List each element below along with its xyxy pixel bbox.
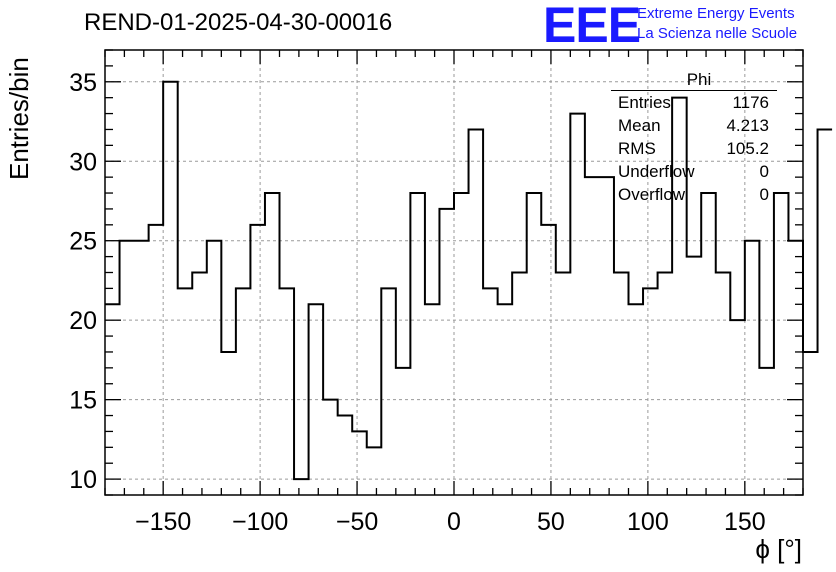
x-tick-label: 150 xyxy=(724,508,766,536)
histogram-bin xyxy=(774,193,789,495)
histogram-bin xyxy=(265,193,280,495)
histogram-bin xyxy=(280,288,295,495)
histogram-bin xyxy=(163,82,178,495)
y-tick-label: 10 xyxy=(69,466,97,494)
stats-title: Phi xyxy=(611,70,777,91)
histogram-bin xyxy=(367,447,382,495)
stats-label: Mean xyxy=(618,116,661,135)
histogram-bin xyxy=(687,257,702,495)
y-tick-label: 30 xyxy=(69,148,97,176)
y-tick-label: 15 xyxy=(69,387,97,415)
histogram-bin xyxy=(396,368,411,495)
histogram-bin xyxy=(323,400,338,495)
logo-line-1: Extreme Energy Events xyxy=(637,5,795,22)
histogram-bin xyxy=(818,129,833,495)
histogram-bin xyxy=(469,129,484,495)
stats-label: Overflow xyxy=(618,185,686,204)
stats-value: 0 xyxy=(759,162,769,181)
stats-value: 4.213 xyxy=(726,116,769,135)
axes: −150 −100 −50 0 50 100 150 10 15 20 25 30 35 xyxy=(69,49,804,536)
x-tick-label: −150 xyxy=(135,508,191,536)
histogram-bin xyxy=(439,209,454,495)
histogram-bin xyxy=(483,288,498,495)
histogram-bin xyxy=(425,304,440,495)
histogram-bin xyxy=(585,177,600,495)
x-tick-label: −100 xyxy=(232,508,288,536)
histogram-bin xyxy=(294,479,309,495)
x-axis-label: ϕ [°] xyxy=(755,534,802,564)
y-tick-label: 25 xyxy=(69,228,97,256)
y-tick-label: 20 xyxy=(69,307,97,335)
histogram-bin xyxy=(207,241,222,495)
histogram-bin xyxy=(410,193,425,495)
stats-row-overflow: Overflow 0 xyxy=(611,183,777,206)
histogram-series xyxy=(105,80,833,496)
histogram-bin xyxy=(527,193,542,495)
histogram-bin xyxy=(556,273,571,496)
histogram-bin xyxy=(134,241,149,495)
stats-label: Entries xyxy=(618,93,671,112)
histogram-step-line xyxy=(105,80,833,481)
x-tick-label: 0 xyxy=(447,508,461,536)
chart-title: REND-01-2025-04-30-00016 xyxy=(84,9,393,36)
histogram-bin xyxy=(759,368,774,495)
histogram-bin xyxy=(309,304,324,495)
histogram-bin xyxy=(716,273,731,496)
stats-label: RMS xyxy=(618,139,656,158)
histogram-bin xyxy=(658,273,673,496)
histogram-bin xyxy=(643,288,658,495)
histogram-bin xyxy=(614,273,629,496)
stats-value: 1176 xyxy=(732,93,769,112)
histogram-bin xyxy=(149,225,164,495)
histogram-bin xyxy=(498,304,513,495)
histogram-bin xyxy=(381,288,396,495)
stats-row-rms: RMS 105.2 xyxy=(611,137,777,160)
x-tick-label: 50 xyxy=(537,508,565,536)
stats-row-mean: Mean 4.213 xyxy=(611,114,777,137)
stats-box: Phi Entries 1176 Mean 4.213 RMS 105.2 Un… xyxy=(611,70,777,206)
stats-value: 0 xyxy=(759,185,769,204)
stats-row-entries: Entries 1176 xyxy=(611,91,777,114)
y-axis-label: Entries/bin xyxy=(4,57,34,180)
histogram-bin xyxy=(192,273,207,496)
stats-row-underflow: Underflow 0 xyxy=(611,160,777,183)
histogram-bin xyxy=(701,193,716,495)
histogram-bin xyxy=(454,193,469,495)
histogram-bin xyxy=(599,177,614,495)
histogram-bin xyxy=(745,241,760,495)
histogram-bin xyxy=(221,352,236,495)
histogram-bin xyxy=(352,431,367,495)
x-tick-label: 100 xyxy=(627,508,669,536)
histogram-bin xyxy=(541,225,556,495)
stats-label: Underflow xyxy=(618,162,695,181)
histogram-bin xyxy=(629,304,644,495)
histogram-bin xyxy=(250,225,265,495)
histogram-bin xyxy=(236,288,251,495)
histogram-bin xyxy=(570,114,585,495)
histogram-bin xyxy=(730,320,745,495)
histogram-bin xyxy=(512,273,527,496)
histogram-bin xyxy=(120,241,135,495)
histogram-bin xyxy=(803,352,818,495)
x-tick-label: −50 xyxy=(336,508,378,536)
y-tick-label: 35 xyxy=(69,69,97,97)
histogram-bin xyxy=(338,416,353,495)
logo-line-2: La Scienza nelle Scuole xyxy=(637,25,798,42)
histogram-bin xyxy=(178,288,193,495)
stats-value: 105.2 xyxy=(726,139,769,158)
eee-logo-mark: EEE xyxy=(543,0,641,53)
